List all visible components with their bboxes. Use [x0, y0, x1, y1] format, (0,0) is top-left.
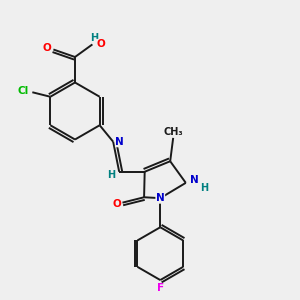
Text: H: H [200, 183, 208, 193]
Text: H: H [107, 170, 115, 180]
Text: CH₃: CH₃ [164, 127, 183, 137]
Text: N: N [116, 137, 124, 147]
Text: O: O [112, 199, 121, 209]
Text: N: N [190, 176, 199, 185]
Text: Cl: Cl [18, 86, 29, 96]
Text: F: F [157, 284, 164, 293]
Text: O: O [96, 39, 105, 50]
Text: N: N [156, 193, 165, 203]
Text: H: H [90, 33, 98, 43]
Text: O: O [42, 43, 51, 53]
